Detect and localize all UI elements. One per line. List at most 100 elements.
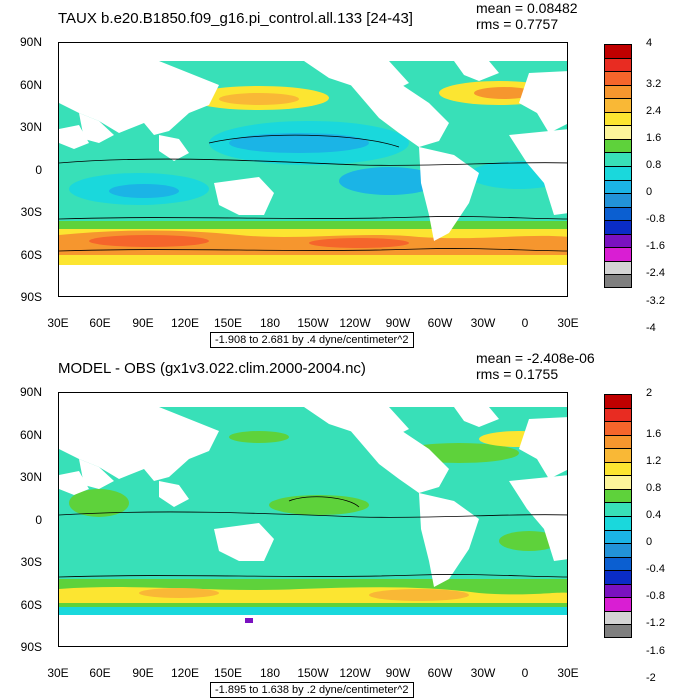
colorbar-swatch (604, 583, 632, 598)
colorbar-swatch (604, 193, 632, 207)
lon-label: 150E (213, 316, 243, 330)
colorbar-tick-label: -1.6 (646, 240, 665, 253)
colorbar-swatch (604, 502, 632, 516)
colorbar-tick-label: -2 (646, 671, 656, 684)
colorbar-tick-label: 1.2 (646, 454, 662, 467)
lon-label: 30W (470, 316, 496, 330)
lon-label: 180 (259, 316, 281, 330)
greenland-land (454, 61, 499, 81)
lon-label: 90E (132, 316, 154, 330)
lon-label: 60E (89, 316, 111, 330)
colorbar-tick-label: 1.6 (646, 131, 662, 144)
colorbar-swatch (604, 274, 632, 288)
lat-label: 90S (20, 290, 42, 304)
lon-label: 120E (170, 666, 200, 680)
colorbar-swatch (604, 138, 632, 153)
lat-label: 60S (20, 598, 42, 612)
colorbar-swatch (604, 543, 632, 557)
colorbar-swatch (604, 179, 632, 194)
colorbar-swatch (604, 206, 632, 221)
colorbar-swatch (604, 624, 632, 638)
lon-label: 120W (339, 666, 371, 680)
colorbar-swatch (604, 516, 632, 530)
colorbar-swatch (604, 529, 632, 544)
colorbar-tick-label: -0.4 (646, 563, 665, 576)
eurasia-land (59, 407, 219, 481)
lon-label: 60E (89, 666, 111, 680)
model-obs-map (58, 392, 568, 647)
lat-label: 60N (19, 78, 42, 92)
rms-label: rms = 0.1755 (476, 366, 559, 382)
colorbar-swatch (604, 461, 632, 476)
lat-label: 90N (19, 35, 42, 49)
colorbar-swatch (604, 220, 632, 234)
range-label: -1.908 to 2.681 by .4 dyne/centimeter^2 (210, 332, 414, 348)
lon-label: 180 (259, 666, 281, 680)
colorbar-tick-label: 2.4 (646, 104, 662, 117)
colorbar-swatch (604, 570, 632, 584)
colorbar-swatch (604, 597, 632, 611)
colorbar-tick-label: 1.6 (646, 427, 662, 440)
lon-label: 120E (170, 316, 200, 330)
lat-label: 30S (20, 205, 42, 219)
colorbar-swatch (604, 71, 632, 85)
africa-land (509, 475, 567, 561)
lon-label: 90W (385, 666, 411, 680)
greenland-land (454, 407, 499, 427)
colorbar-tick-label: 4 (646, 37, 653, 49)
colorbar-swatch (604, 98, 632, 112)
colorbar-swatch (604, 434, 632, 449)
colorbar-tick-label: -0.8 (646, 213, 665, 226)
colorbar-tick-label: 3.2 (646, 77, 662, 90)
lon-label: 0 (521, 666, 529, 680)
lon-label: 60W (427, 316, 453, 330)
colorbar (604, 44, 632, 288)
lat-label: 0 (35, 513, 42, 527)
australia-land (214, 523, 274, 561)
lat-label: 30S (20, 555, 42, 569)
colorbar-tick-label: -1.6 (646, 644, 665, 657)
colorbar-swatch (604, 610, 632, 625)
colorbar-swatch (604, 247, 632, 261)
colorbar-swatch (604, 166, 632, 180)
mean-label: mean = 0.08482 (476, 0, 578, 16)
colorbar-swatch (604, 407, 632, 422)
lat-label: 90S (20, 640, 42, 654)
lon-label: 0 (521, 316, 529, 330)
colorbar-tick-label: 0 (646, 186, 653, 199)
lat-label: 90N (19, 385, 42, 399)
eurasia-land (59, 61, 219, 135)
top-map-panel: TAUX b.e20.B1850.f09_g16.pi_control.all.… (19, 0, 665, 348)
panel-title: TAUX b.e20.B1850.f09_g16.pi_control.all.… (58, 10, 413, 27)
mean-label: mean = -2.408e-06 (476, 350, 595, 366)
colorbar-swatch (604, 448, 632, 462)
lon-label: 150E (213, 666, 243, 680)
lat-label: 30N (19, 120, 42, 134)
lon-label: 30W (470, 666, 496, 680)
lon-label: 30E (47, 316, 69, 330)
south-america-land (419, 147, 479, 241)
lon-label: 90E (132, 666, 154, 680)
colorbar-swatch (604, 475, 632, 489)
colorbar-tick-label: 0.8 (646, 159, 662, 171)
colorbar-swatch (604, 125, 632, 139)
lon-label: 60W (427, 666, 453, 680)
lon-label: 30E (47, 666, 69, 680)
africa-land (509, 129, 567, 215)
bottom-map-panel: MODEL - OBS (gx1v3.022.clim.2000-2004.nc… (0, 350, 700, 700)
colorbar (604, 394, 632, 638)
rms-label: rms = 0.7757 (476, 16, 559, 32)
colorbar-swatch (604, 556, 632, 571)
model-obs-map-svg (59, 393, 567, 646)
taux-map (58, 42, 568, 297)
lat-label: 0 (35, 163, 42, 177)
colorbar-tick-label: 2 (646, 387, 653, 399)
colorbar-swatch (604, 84, 632, 99)
lon-label: 30E (557, 666, 579, 680)
colorbar-swatch (604, 152, 632, 166)
lat-label: 60N (19, 428, 42, 442)
colorbar-swatch (604, 421, 632, 435)
colorbar-swatch (604, 233, 632, 248)
lon-label: 30E (557, 316, 579, 330)
lat-label: 30N (19, 470, 42, 484)
